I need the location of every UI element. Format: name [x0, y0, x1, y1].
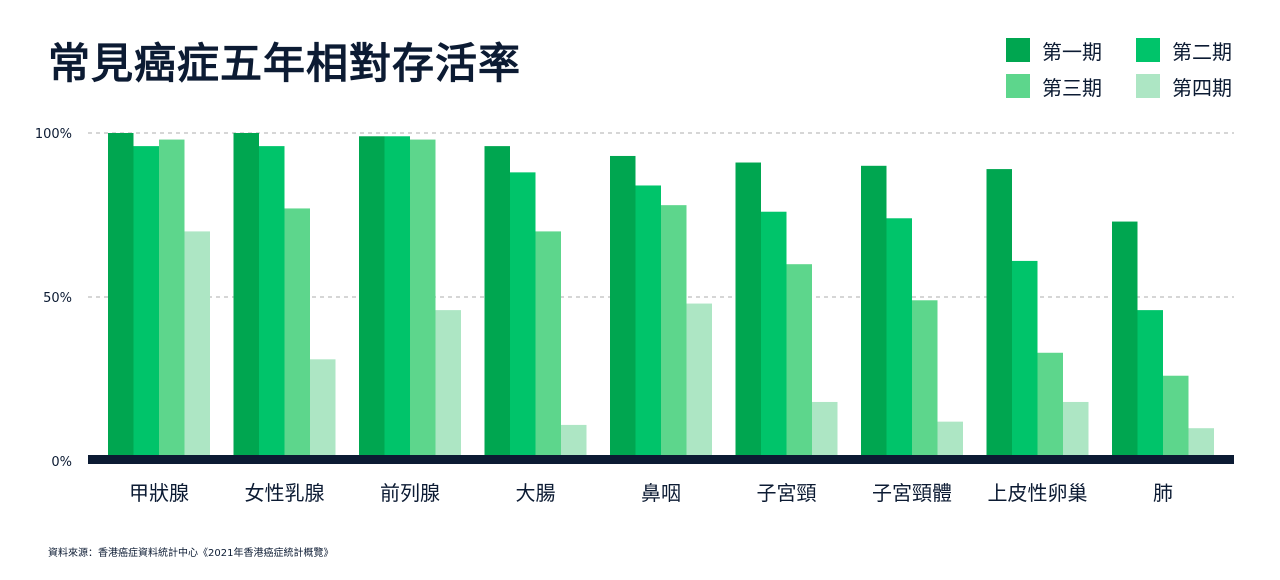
- bar: [410, 139, 436, 461]
- legend: 第一期 第二期第三期 第四期: [1006, 38, 1256, 100]
- bar: [986, 169, 1012, 461]
- x-tick-label: 子宮頸體: [872, 481, 952, 505]
- bar: [1112, 221, 1138, 461]
- y-tick-label: 0%: [51, 455, 72, 470]
- legend-item: 第一期: [1006, 38, 1136, 64]
- bar: [310, 359, 336, 461]
- bar: [133, 146, 159, 461]
- legend-swatch: [1006, 38, 1030, 62]
- x-axis-baseline: [88, 455, 1234, 464]
- y-tick-label: 100%: [35, 127, 72, 142]
- bar: [937, 421, 963, 461]
- chart-title: 常見癌症五年相對存活率: [48, 39, 522, 88]
- bar: [510, 172, 536, 462]
- bar: [535, 231, 561, 461]
- x-tick-label: 女性乳腺: [245, 481, 325, 505]
- bar: [761, 211, 787, 461]
- legend-label: 第三期: [1042, 75, 1102, 100]
- bar: [686, 303, 712, 461]
- bar: [284, 208, 310, 461]
- bar: [1037, 352, 1063, 461]
- x-tick-label: 鼻咽: [641, 481, 681, 505]
- bar: [184, 231, 210, 461]
- bar: [861, 165, 887, 462]
- x-tick-label: 甲狀腺: [129, 481, 189, 505]
- legend-swatch: [1136, 38, 1160, 62]
- bar: [484, 146, 510, 461]
- legend-label: 第二期: [1172, 39, 1232, 64]
- bar: [435, 310, 461, 461]
- bar: [886, 218, 912, 461]
- legend-swatch: [1006, 74, 1030, 98]
- x-tick-label: 子宮頸: [757, 481, 817, 505]
- legend-label: 第四期: [1172, 75, 1232, 100]
- legend-item: 第四期: [1136, 74, 1256, 100]
- y-tick-label: 50%: [43, 291, 72, 306]
- bars: [108, 133, 1214, 462]
- legend-item: 第三期: [1006, 74, 1136, 100]
- bar: [1163, 375, 1189, 461]
- bar: [1063, 401, 1089, 461]
- axes: 0% 50% 100% 甲狀腺 女性乳腺 前列腺 大腸 鼻咽 子宮頸 子宮頸體 上皮性卵巢 肺: [35, 127, 1234, 505]
- bar: [1137, 310, 1163, 461]
- bar: [786, 264, 812, 461]
- bar: [233, 133, 259, 461]
- x-tick-label: 肺: [1153, 481, 1173, 505]
- legend-item: 第二期: [1136, 38, 1256, 64]
- x-tick-label: 前列腺: [380, 481, 440, 505]
- gridlines: [88, 132, 1234, 298]
- bar: [108, 133, 134, 461]
- source-note: 資料來源：香港癌症資料統計中心《2021年香港癌症統計概覽》: [48, 548, 334, 559]
- bar: [610, 155, 636, 461]
- legend-swatch: [1136, 74, 1160, 98]
- bar: [561, 424, 587, 461]
- x-tick-label: 上皮性卵巢: [988, 481, 1088, 505]
- bar: [259, 146, 285, 461]
- bar: [359, 136, 385, 461]
- bar: [384, 136, 410, 461]
- bar: [735, 162, 761, 461]
- bar: [1012, 260, 1038, 461]
- bar: [912, 300, 938, 461]
- bar: [635, 185, 661, 462]
- legend-label: 第一期: [1042, 39, 1102, 64]
- bar: [812, 401, 838, 461]
- bar: [661, 205, 687, 461]
- bar: [159, 139, 185, 461]
- x-tick-label: 大腸: [516, 481, 556, 505]
